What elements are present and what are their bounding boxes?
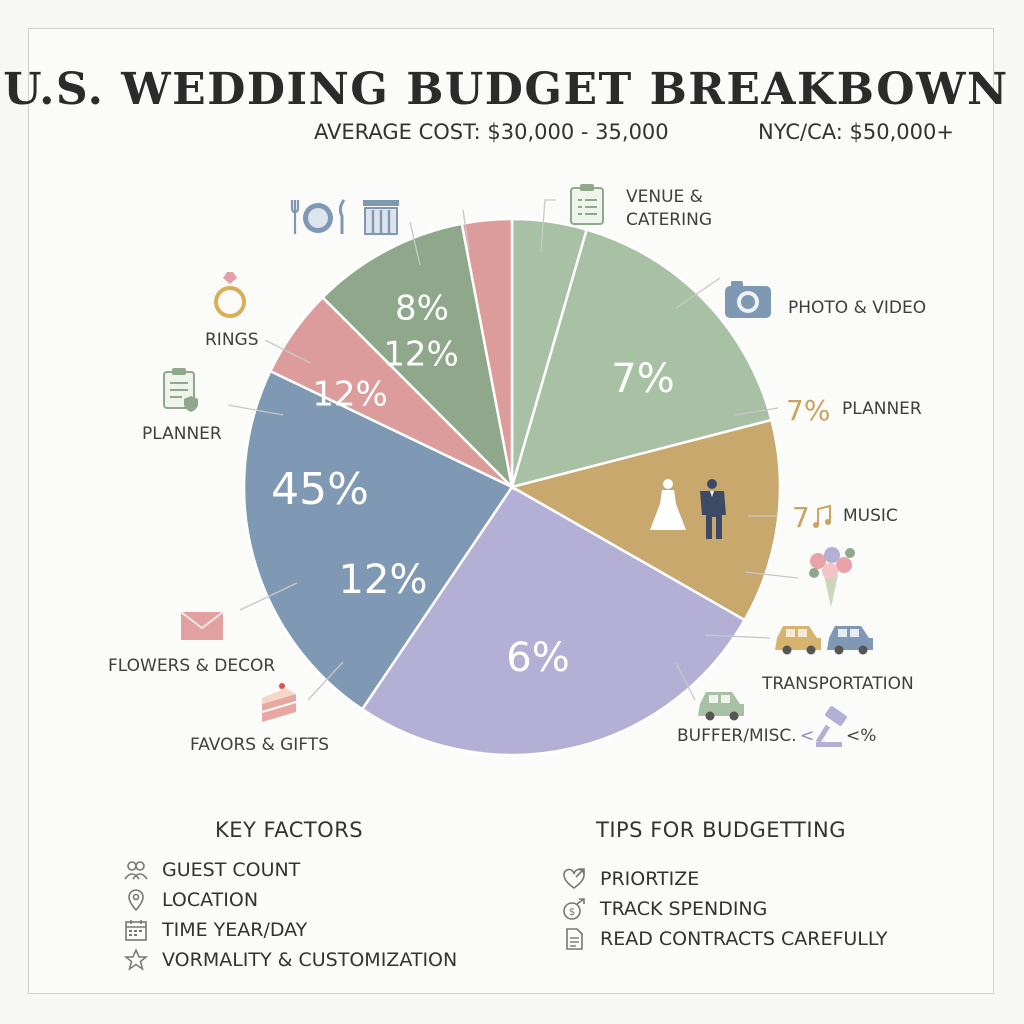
car-gold-icon xyxy=(775,626,821,655)
location-pin-icon xyxy=(124,888,148,912)
page-title: U.S. WEDDING BUDGET BREAKBOWN xyxy=(3,64,1009,115)
svg-text:$: $ xyxy=(569,907,575,918)
tip-item: PRIORTIZE xyxy=(562,864,888,894)
tip-label: TRACK SPENDING xyxy=(600,898,768,920)
buffer-lt-symbol: < xyxy=(800,726,814,746)
pie-percent-label: 6% xyxy=(506,635,569,681)
buffer-percent: <% xyxy=(846,726,876,746)
factor-item: VORMALITY & CUSTOMIZATION xyxy=(124,945,457,975)
factor-label: TIME YEAR/DAY xyxy=(162,919,308,941)
star-icon xyxy=(124,948,148,972)
pie-percent-label: 8% xyxy=(395,289,449,329)
pie-slice-s8 xyxy=(460,217,514,488)
tip-label: PRIORTIZE xyxy=(600,868,700,890)
coin-arrow-icon: $ xyxy=(562,897,586,921)
pie-percent-label: 7% xyxy=(611,356,674,402)
factor-label: GUEST COUNT xyxy=(162,859,301,881)
gavel-icon xyxy=(815,706,847,747)
pie-slice-s7 xyxy=(320,222,514,491)
tip-item: $ TRACK SPENDING xyxy=(562,894,888,924)
heart-arrow-icon xyxy=(562,867,586,891)
factor-item: TIME YEAR/DAY xyxy=(124,915,457,945)
pie-percent-label: 12% xyxy=(383,335,459,375)
bride-groom-icon xyxy=(650,479,726,539)
calendar-icon xyxy=(124,918,148,942)
label-photo-video: PHOTO & VIDEO xyxy=(788,298,926,318)
people-icon xyxy=(124,858,148,882)
label-buffer-misc: BUFFER/MISC. xyxy=(677,726,797,746)
factor-label: VORMALITY & CUSTOMIZATION xyxy=(162,949,458,971)
pie-percent-labels: 7%6%45%12%12%8%12% xyxy=(271,289,675,682)
label-planner-left: PLANNER xyxy=(142,424,222,444)
tip-label: READ CONTRACTS CAREFULLY xyxy=(600,928,888,950)
fork-plate-knife-icon xyxy=(290,199,346,234)
ring-icon xyxy=(214,272,246,318)
document-icon xyxy=(562,927,586,951)
pie-slice-s3 xyxy=(508,418,782,622)
label-planner-right: PLANNER xyxy=(842,399,922,419)
bouquet-icon xyxy=(809,547,855,607)
label-transportation: TRANSPORTATION xyxy=(761,674,914,694)
tips-heading: TIPS FOR BUDGETTING xyxy=(596,818,847,842)
venue-building-icon xyxy=(363,200,399,235)
key-factors-heading: KEY FACTORS xyxy=(215,818,364,842)
label-rings: RINGS xyxy=(205,330,259,350)
pie-percent-label: 45% xyxy=(271,464,369,515)
label-favors-gifts: FAVORS & GIFTS xyxy=(190,735,329,755)
pie-slice-s4 xyxy=(360,485,747,757)
factor-item: LOCATION xyxy=(124,885,457,915)
planner-right-percent: 7% xyxy=(786,394,830,427)
key-factors-list: GUEST COUNT LOCATION TIME YEAR/DAY VORMA… xyxy=(124,855,457,975)
pie-slices xyxy=(242,217,782,757)
leader-lines xyxy=(227,199,799,701)
clipboard-shield-icon xyxy=(163,368,198,412)
cake-slice-icon xyxy=(261,683,297,722)
average-cost-subtitle: AVERAGE COST: $30,000 - 35,000 xyxy=(314,120,669,144)
music-note-icon xyxy=(813,504,831,528)
camera-icon xyxy=(725,281,771,318)
tips-list: PRIORTIZE $ TRACK SPENDING READ CONTRACT… xyxy=(562,864,888,954)
car-green-icon xyxy=(698,692,744,721)
clipboard-checklist-icon xyxy=(570,184,604,225)
music-percent: 7 xyxy=(792,501,810,534)
label-flowers-decor: FLOWERS & DECOR xyxy=(108,656,275,676)
label-venue-line2: CATERING xyxy=(626,210,712,230)
label-venue-line1: VENUE & xyxy=(626,187,703,207)
car-blue-icon xyxy=(827,626,873,655)
label-music: MUSIC xyxy=(843,506,898,526)
pie-percent-label: 12% xyxy=(312,375,388,415)
factor-label: LOCATION xyxy=(162,889,259,911)
factor-item: GUEST COUNT xyxy=(124,855,457,885)
pie-slice-s2 xyxy=(510,228,774,489)
tip-item: READ CONTRACTS CAREFULLY xyxy=(562,924,888,954)
nyc-ca-cost-subtitle: NYC/CA: $50,000+ xyxy=(758,120,954,144)
pie-percent-label: 12% xyxy=(339,557,428,603)
envelope-icon xyxy=(180,611,224,640)
